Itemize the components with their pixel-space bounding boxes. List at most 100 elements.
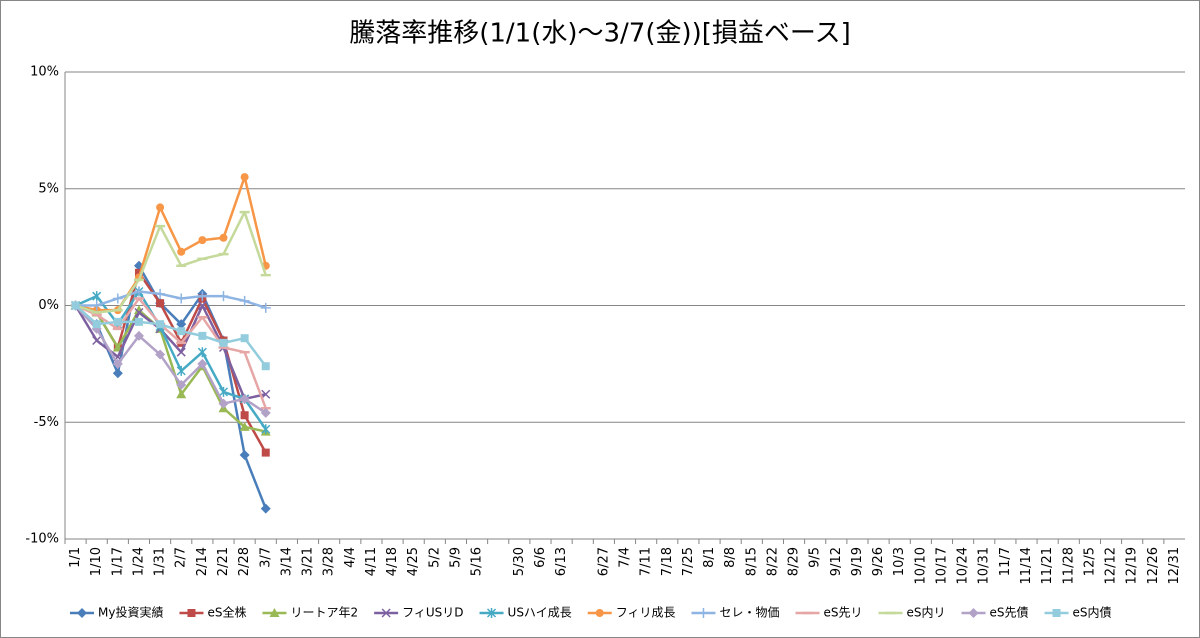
marker [261, 424, 271, 435]
legend-item: eS内債 [1044, 605, 1112, 620]
marker [156, 203, 165, 212]
marker [134, 317, 143, 326]
legend-marker [1052, 609, 1061, 617]
x-tick-label: 11/7 [998, 547, 1013, 576]
x-tick-label: 1/10 [89, 547, 104, 576]
x-tick-label: 10/3 [892, 547, 907, 576]
legend-label: フィリ成長 [616, 606, 676, 620]
x-tick-label: 9/12 [829, 547, 844, 576]
marker [260, 302, 271, 313]
legend-label: USハイ成長 [508, 606, 572, 620]
legend-marker [487, 608, 497, 618]
marker [218, 398, 229, 409]
series-line [74, 304, 267, 367]
x-tick-label: 5/30 [512, 547, 527, 576]
legend-marker [187, 609, 196, 617]
x-tick-label: 1/24 [131, 547, 146, 576]
x-tick-label: 5/2 [427, 547, 442, 568]
y-tick-label: -5% [34, 415, 59, 430]
x-tick-label: 7/4 [618, 547, 633, 568]
x-tick-label: 9/26 [871, 547, 886, 576]
marker [176, 319, 187, 330]
x-tick-label: 6/27 [596, 547, 611, 576]
marker [219, 233, 228, 242]
x-tick-label: 1/17 [110, 547, 125, 576]
x-tick-label: 4/25 [406, 547, 421, 576]
x-tick-label: 7/11 [639, 547, 654, 576]
legend-item: フィリ成長 [587, 606, 676, 620]
legend-item: My投資実績 [70, 605, 163, 620]
marker [197, 300, 207, 311]
marker [239, 393, 250, 404]
marker [197, 358, 208, 369]
legend-label: フィUSリD [402, 606, 463, 620]
x-tick-label: 8/22 [765, 547, 780, 576]
x-tick-label: 1/31 [153, 547, 168, 576]
x-tick-label: 3/14 [279, 547, 294, 576]
marker [261, 389, 271, 399]
x-tick-label: 6/13 [554, 547, 569, 576]
x-tick-label: 10/31 [977, 547, 992, 584]
marker [112, 368, 123, 379]
legend-label: eS内リ [907, 606, 946, 620]
x-tick-label: 12/26 [1146, 547, 1161, 584]
x-tick-label: 12/19 [1125, 547, 1140, 584]
marker [112, 358, 123, 369]
marker [198, 331, 207, 340]
marker [156, 320, 165, 329]
x-tick-label: 7/18 [660, 547, 675, 576]
x-tick-label: 3/21 [301, 547, 316, 576]
marker [219, 338, 228, 347]
marker [218, 386, 229, 397]
marker [176, 389, 187, 399]
legend-label: eS先リ [823, 606, 862, 620]
chart-title: 騰落率推移(1/1(水)～3/7(金))[損益ベース] [349, 19, 851, 49]
x-tick-label: 11/21 [1040, 547, 1055, 584]
series-line [74, 304, 267, 414]
x-tick-label: 5/9 [448, 547, 463, 568]
x-tick-label: 9/19 [850, 547, 865, 576]
marker [177, 327, 186, 336]
legend-item: eS全株 [179, 605, 246, 620]
series-line [75, 304, 267, 433]
x-tick-label: 2/7 [174, 547, 189, 568]
x-tick-label: 3/28 [322, 547, 337, 576]
legend-label: リートア年2 [290, 606, 358, 620]
marker [134, 307, 144, 318]
y-tick-label: 5% [38, 181, 59, 196]
legend-label: セレ・物価 [719, 606, 779, 620]
legend-marker [77, 608, 87, 618]
x-tick-label: 2/28 [237, 547, 252, 576]
marker [133, 286, 144, 297]
marker [260, 503, 271, 514]
marker [176, 379, 187, 390]
legend-item: eS先債 [961, 605, 1029, 620]
marker [239, 449, 250, 460]
marker [176, 293, 187, 304]
legend-item: eS内リ [878, 606, 946, 620]
x-tick-label: 10/17 [934, 547, 949, 584]
marker [176, 365, 186, 376]
marker [197, 347, 207, 358]
x-tick-label: 3/7 [258, 547, 273, 568]
y-tick-label: -10% [25, 532, 59, 547]
legend-item: セレ・物価 [691, 606, 779, 620]
marker [197, 291, 208, 302]
x-tick-label: 4/11 [364, 547, 379, 576]
x-tick-label: 1/1 [68, 547, 83, 568]
marker [113, 317, 122, 326]
x-tick-label: 2/14 [195, 547, 210, 576]
marker [260, 407, 271, 418]
marker [239, 295, 250, 306]
marker [112, 293, 123, 304]
marker [71, 301, 80, 310]
x-tick-label: 8/15 [744, 547, 759, 576]
legend-marker [595, 609, 604, 617]
marker [198, 236, 207, 245]
legend-item: eS先リ [795, 606, 863, 620]
x-tick-label: 8/1 [702, 547, 717, 568]
x-tick-label: 7/25 [681, 547, 696, 576]
marker [177, 247, 186, 256]
